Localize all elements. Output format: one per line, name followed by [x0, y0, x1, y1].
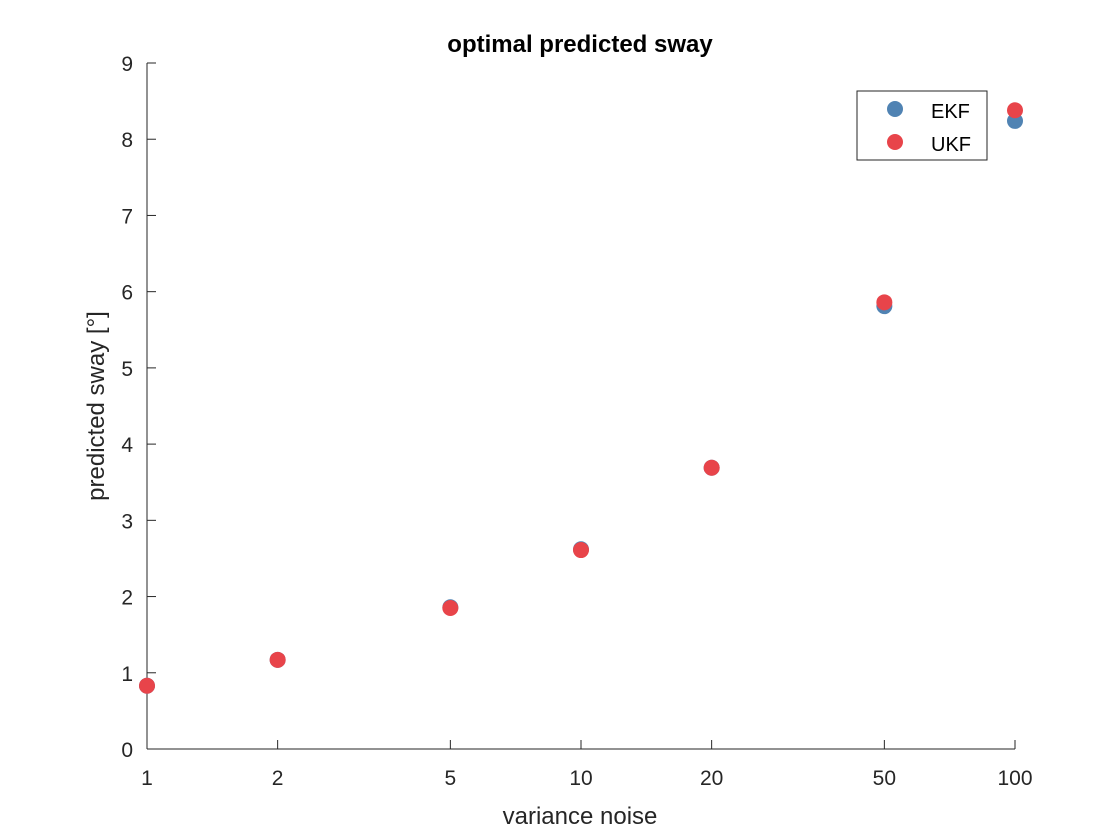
y-tick-label: 7 — [121, 205, 133, 228]
x-tick-label: 50 — [873, 767, 896, 790]
point-ukf-20 — [703, 459, 720, 476]
x-tick-label: 10 — [569, 767, 592, 790]
point-ukf-10 — [573, 542, 589, 559]
chart-title: optimal predicted sway — [447, 31, 713, 58]
y-tick-label: 1 — [121, 663, 133, 686]
point-ukf-5 — [442, 599, 459, 616]
y-axis-label: predicted sway [°] — [83, 311, 110, 501]
y-tick-label: 9 — [121, 53, 133, 76]
x-tick-label: 5 — [445, 767, 457, 790]
x-tick-label: 1 — [141, 767, 153, 790]
point-ukf-50 — [876, 294, 893, 311]
x-tick-label: 20 — [700, 767, 723, 790]
legend: EKF UKF — [856, 90, 988, 161]
legend-label-ekf: EKF — [931, 101, 970, 123]
y-tick-label: 5 — [121, 358, 133, 381]
point-ukf-100 — [1007, 102, 1023, 119]
y-tick-label: 8 — [121, 129, 133, 152]
legend-marker-ukf — [887, 134, 903, 150]
y-tick-label: 2 — [121, 587, 133, 610]
y-tick-label: 3 — [121, 510, 133, 533]
y-tick-label: 0 — [121, 739, 133, 762]
legend-marker-ekf — [887, 101, 903, 117]
legend-label-ukf: UKF — [931, 134, 971, 156]
x-tick-label: 2 — [272, 767, 284, 790]
point-ukf-2 — [269, 651, 286, 668]
data-points — [139, 102, 1023, 694]
y-tick-label: 6 — [121, 282, 133, 305]
x-ticks: 1 2 5 10 20 50 100 — [141, 740, 1033, 790]
y-tick-label: 4 — [121, 434, 133, 457]
point-ukf-1 — [139, 677, 155, 694]
x-tick-label: 100 — [997, 767, 1032, 790]
y-ticks: 0 1 2 3 4 5 6 7 8 9 — [121, 53, 156, 762]
x-axis-label: variance noise — [503, 803, 658, 830]
legend-box — [856, 90, 988, 161]
plot-axes — [146, 63, 1015, 750]
